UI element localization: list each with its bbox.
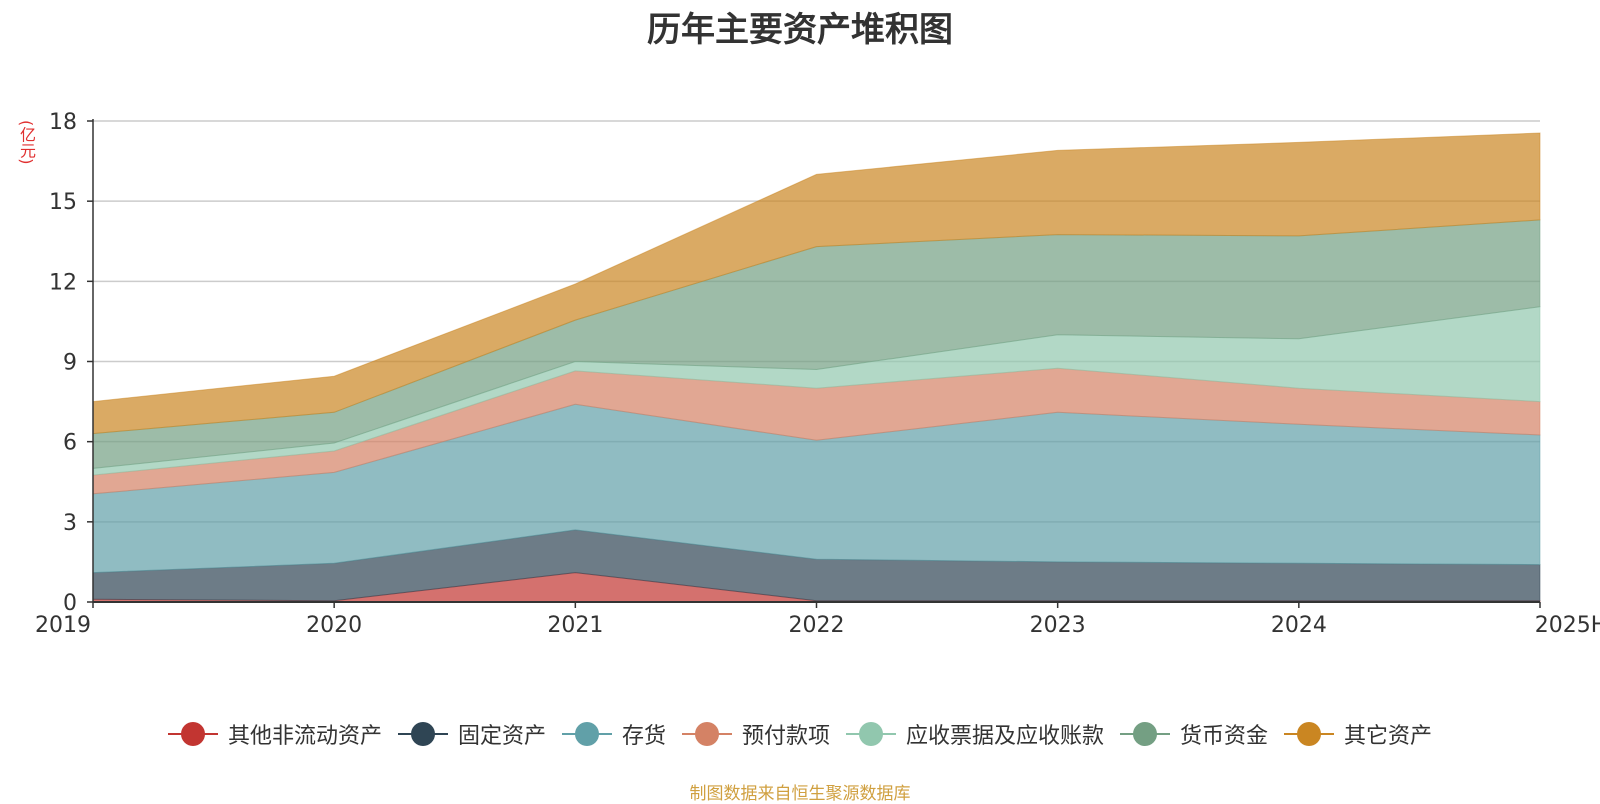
legend-label: 存货 [621,724,666,749]
chart-title: 历年主要资产堆积图 [647,10,953,50]
legend-marker-icon [1284,722,1335,746]
legend-item[interactable]: 其他非流动资产 [167,718,382,750]
legend-item[interactable]: 其它资产 [1284,718,1432,750]
y-tick-label: 18 [49,110,77,135]
source-note: 制图数据来自恒生聚源数据库 [689,784,911,804]
y-axis-unit: (亿元) [17,120,36,165]
x-tick-label: 2025H1 [1535,613,1600,638]
legend-item[interactable]: 固定资产 [397,718,546,750]
y-tick-label: 9 [63,351,77,376]
area-series [92,132,1541,435]
y-tick-label: 12 [49,270,77,295]
legend-item[interactable]: 存货 [561,718,666,750]
y-tick-label: 6 [63,431,77,456]
y-tick-label: 0 [63,591,77,616]
legend-item[interactable]: 预付款项 [681,718,830,750]
legend-marker-icon [1120,722,1171,746]
x-tick-label: 2020 [306,613,362,638]
x-tick-label: 2024 [1271,613,1327,638]
legend-label: 其他非流动资产 [227,724,382,749]
legend-marker-icon [167,722,218,746]
x-tick-label: 2023 [1030,613,1086,638]
legend-item[interactable]: 货币资金 [1120,718,1268,750]
legend-label: 预付款项 [741,724,830,749]
legend-marker-icon [681,722,732,746]
x-tick-label: 2019 [35,613,91,638]
legend-label: 货币资金 [1180,724,1269,749]
y-tick-label: 3 [63,511,77,536]
legend-label: 应收票据及应收账款 [906,724,1105,749]
legend-marker-icon [561,722,612,746]
x-tick-label: 2021 [547,613,603,638]
legend-marker-icon [846,722,896,746]
y-tick-label: 15 [49,190,77,215]
x-tick-label: 2022 [789,613,845,638]
legend-item[interactable]: 应收票据及应收账款 [846,718,1104,750]
legend-marker-icon [397,722,448,746]
legend-label: 固定资产 [457,724,546,749]
legend: 其他非流动资产 固定资产 存货 预付款项 应收票据及应收账款 货币资金 其它资产 [0,718,1600,750]
legend-label: 其它资产 [1344,724,1433,749]
